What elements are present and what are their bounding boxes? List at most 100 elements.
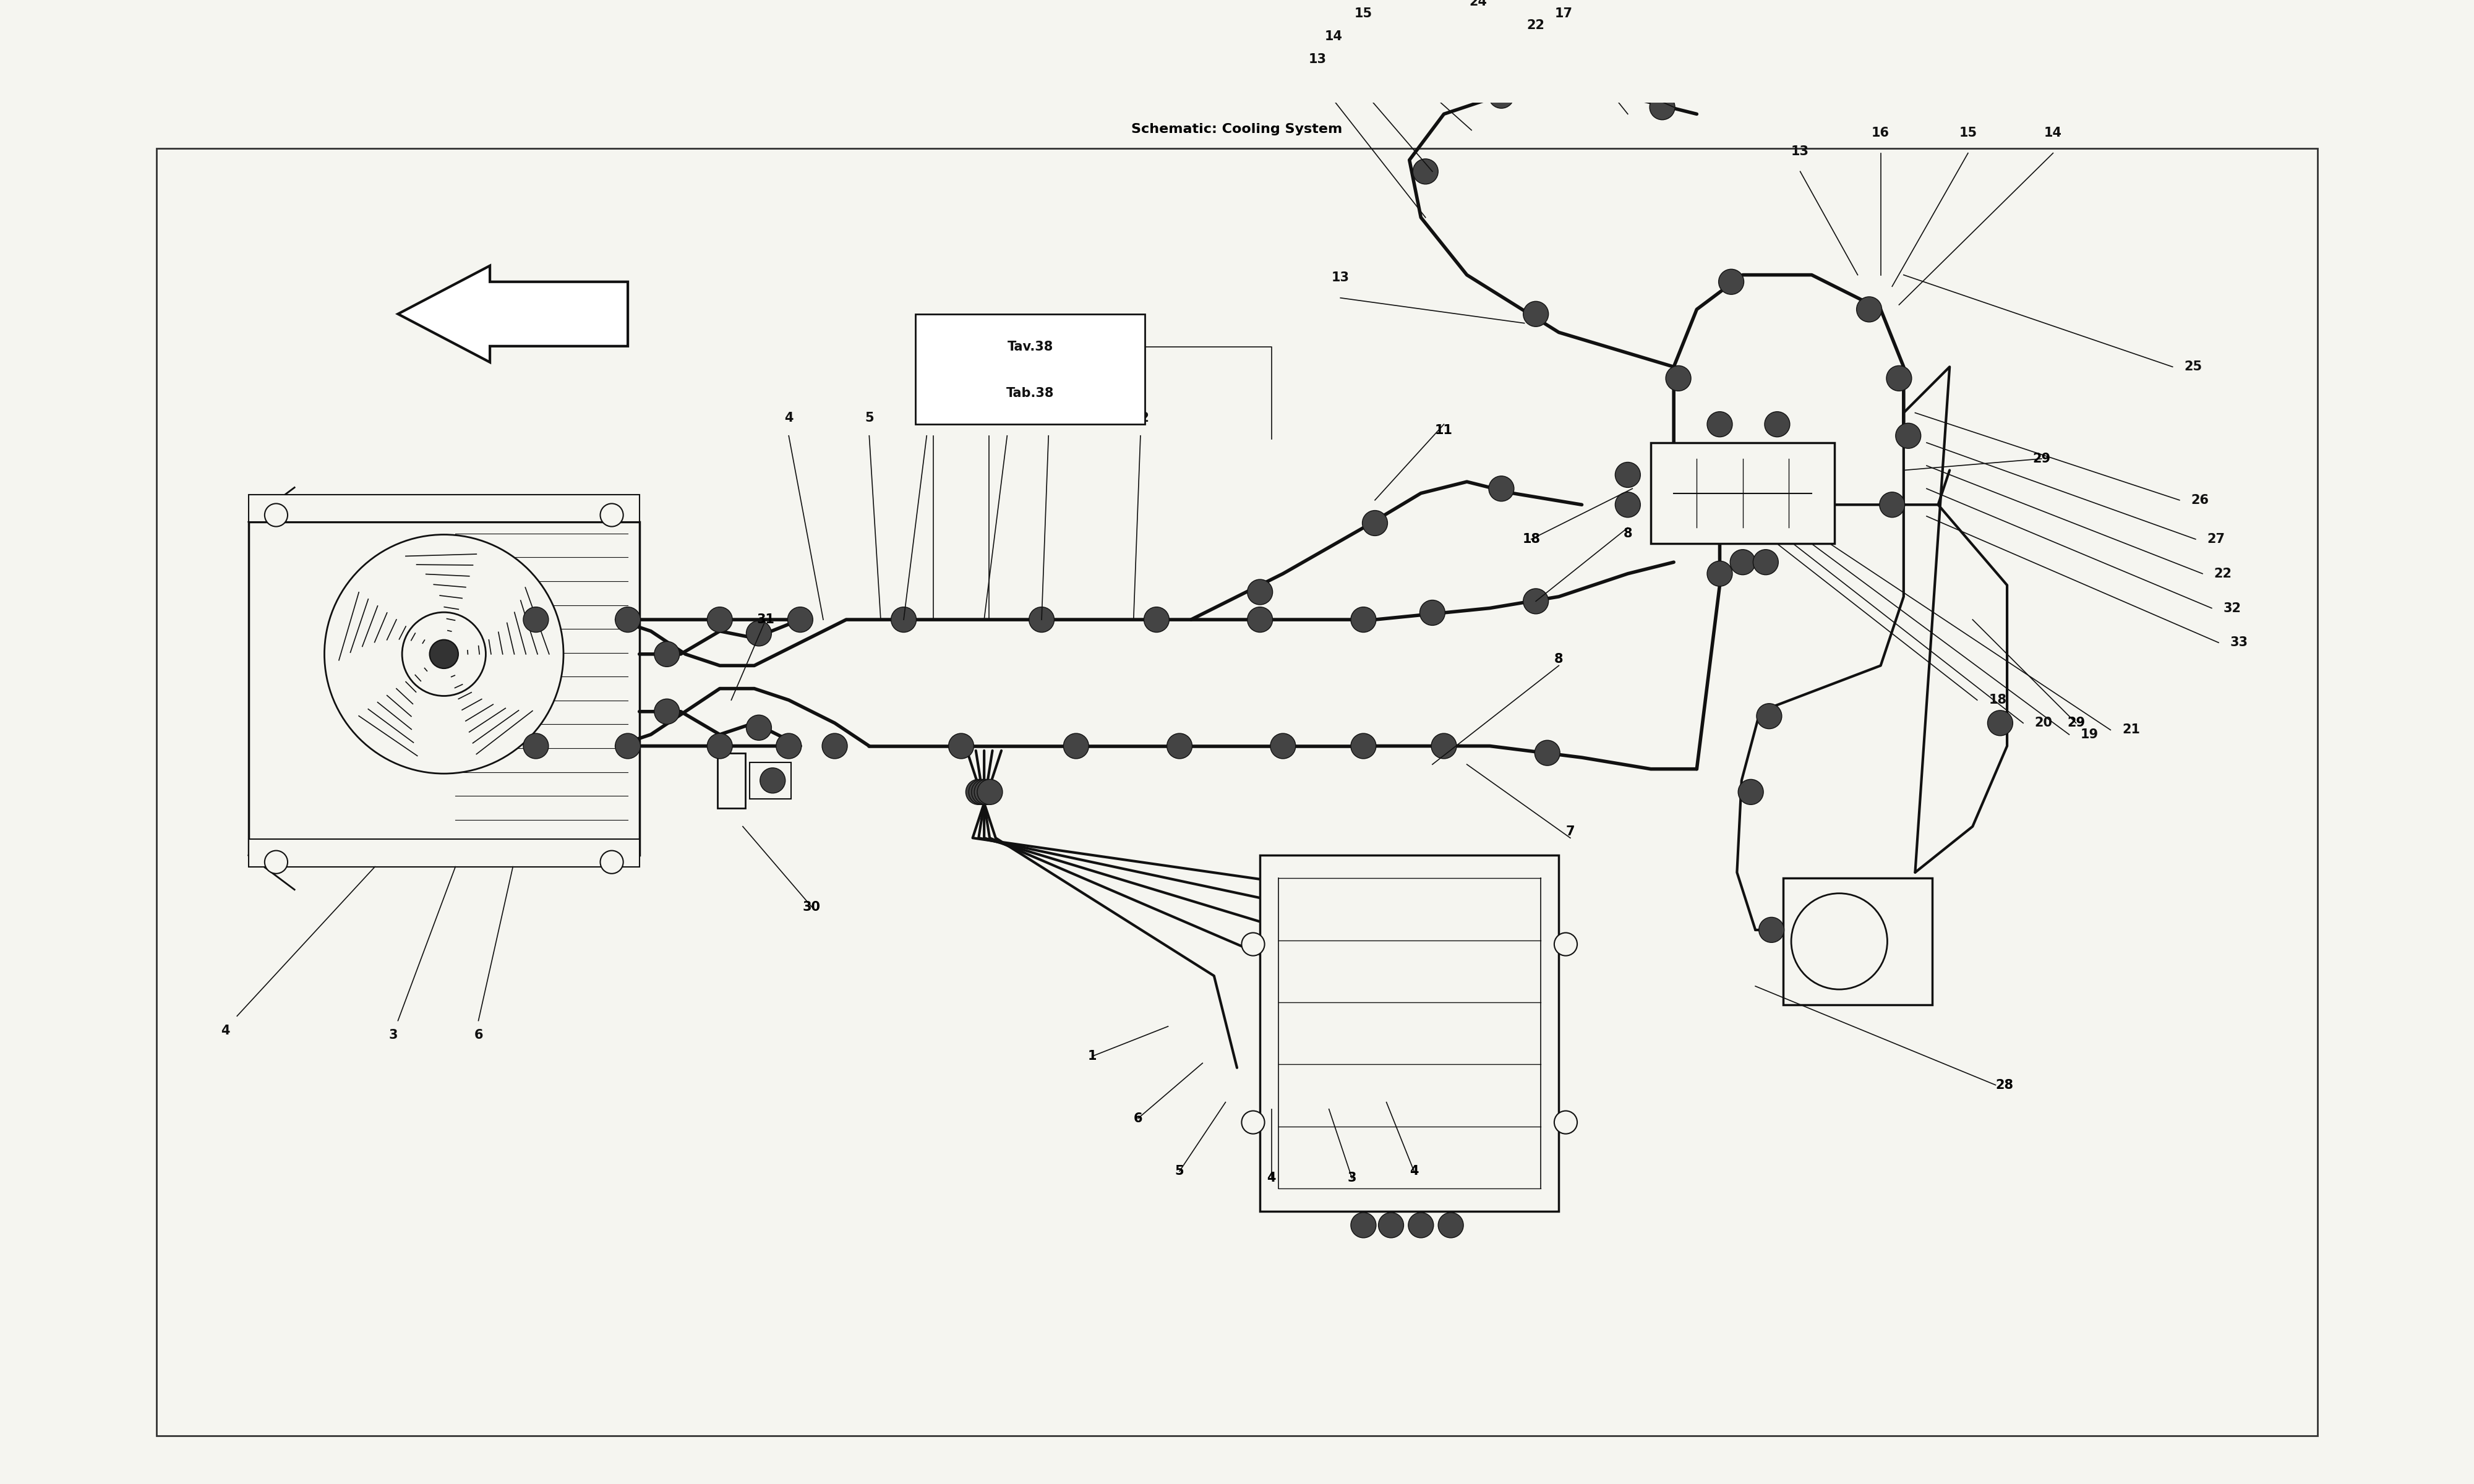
Circle shape <box>1707 411 1732 436</box>
Text: 9: 9 <box>1002 413 1012 424</box>
Text: 29: 29 <box>2034 453 2051 464</box>
Circle shape <box>1029 607 1054 632</box>
Text: 2: 2 <box>985 413 992 424</box>
Text: 31: 31 <box>757 613 774 626</box>
Text: 20: 20 <box>2034 717 2053 729</box>
Circle shape <box>1739 779 1764 804</box>
Bar <box>247 838 638 867</box>
Circle shape <box>970 779 995 804</box>
Circle shape <box>653 699 680 724</box>
Circle shape <box>1759 917 1784 942</box>
Circle shape <box>1554 1112 1578 1134</box>
Circle shape <box>1351 607 1376 632</box>
Circle shape <box>1880 493 1905 518</box>
Circle shape <box>1351 1212 1376 1238</box>
Circle shape <box>747 620 772 646</box>
Circle shape <box>1616 493 1640 518</box>
Circle shape <box>1895 423 1920 448</box>
Bar <box>717 752 745 809</box>
Circle shape <box>522 607 549 632</box>
Text: 18: 18 <box>1989 695 2006 706</box>
Circle shape <box>1378 1212 1403 1238</box>
Circle shape <box>1707 561 1732 586</box>
Circle shape <box>747 715 772 741</box>
Text: 11: 11 <box>1435 424 1452 436</box>
Circle shape <box>1269 733 1296 758</box>
Text: 10: 10 <box>1039 413 1056 424</box>
Text: 16: 16 <box>1873 128 1890 139</box>
Circle shape <box>522 733 549 758</box>
Circle shape <box>1420 600 1445 625</box>
Text: 32: 32 <box>2224 603 2241 614</box>
Text: 33: 33 <box>2229 637 2249 649</box>
Text: 5: 5 <box>866 413 873 424</box>
Circle shape <box>1650 95 1675 120</box>
Circle shape <box>601 503 623 527</box>
Circle shape <box>1168 733 1192 758</box>
Circle shape <box>1413 159 1437 184</box>
Circle shape <box>1729 549 1757 574</box>
Circle shape <box>265 850 287 874</box>
Text: 21: 21 <box>2123 724 2140 736</box>
Circle shape <box>787 607 814 632</box>
Circle shape <box>403 613 485 696</box>
Circle shape <box>1524 589 1549 614</box>
Circle shape <box>708 733 732 758</box>
Circle shape <box>1247 607 1272 632</box>
Text: 25: 25 <box>2185 361 2202 372</box>
Circle shape <box>1242 1112 1264 1134</box>
Bar <box>1784 879 1932 1005</box>
Text: 30: 30 <box>802 901 821 913</box>
Text: 5: 5 <box>1175 1165 1185 1177</box>
Circle shape <box>1437 1212 1465 1238</box>
Circle shape <box>1764 411 1789 436</box>
Circle shape <box>1247 579 1272 604</box>
Text: 22: 22 <box>2214 567 2232 580</box>
Text: 13: 13 <box>1309 53 1326 65</box>
Text: 29: 29 <box>2068 717 2086 729</box>
Circle shape <box>965 779 992 804</box>
Text: 4: 4 <box>1267 1172 1277 1184</box>
Circle shape <box>1616 462 1640 487</box>
Bar <box>247 494 638 522</box>
Circle shape <box>977 779 1002 804</box>
Circle shape <box>653 641 680 666</box>
Text: 18: 18 <box>1522 533 1541 546</box>
Text: 24: 24 <box>1470 0 1487 9</box>
Circle shape <box>948 733 975 758</box>
Circle shape <box>1885 365 1912 390</box>
Circle shape <box>1754 549 1779 574</box>
Circle shape <box>1524 301 1549 326</box>
Circle shape <box>616 607 641 632</box>
Text: 28: 28 <box>1997 1079 2014 1091</box>
Circle shape <box>1489 83 1514 108</box>
Bar <box>247 522 638 855</box>
Circle shape <box>1363 510 1388 536</box>
Text: 26: 26 <box>2192 494 2209 506</box>
Circle shape <box>324 534 564 773</box>
Bar <box>1259 855 1559 1211</box>
Bar <box>750 763 792 798</box>
Circle shape <box>1143 607 1170 632</box>
Text: 17: 17 <box>1554 7 1573 19</box>
Circle shape <box>1534 741 1561 766</box>
Text: 27: 27 <box>2207 533 2224 546</box>
Bar <box>1650 442 1836 543</box>
Circle shape <box>777 733 802 758</box>
Text: 15: 15 <box>1959 128 1977 139</box>
Circle shape <box>975 779 999 804</box>
Circle shape <box>1987 711 2014 736</box>
Text: 6: 6 <box>1133 1112 1143 1125</box>
Circle shape <box>1408 1212 1432 1238</box>
Circle shape <box>972 779 997 804</box>
Circle shape <box>265 503 287 527</box>
Circle shape <box>891 607 915 632</box>
Circle shape <box>1757 703 1781 729</box>
Text: 1: 1 <box>1089 1051 1096 1063</box>
Text: 14: 14 <box>2044 128 2061 139</box>
Text: Tab.38: Tab.38 <box>1007 387 1054 399</box>
Text: 3: 3 <box>1348 1172 1356 1184</box>
Text: 8: 8 <box>1554 653 1564 666</box>
Text: 22: 22 <box>1526 19 1544 31</box>
Circle shape <box>1665 365 1692 390</box>
